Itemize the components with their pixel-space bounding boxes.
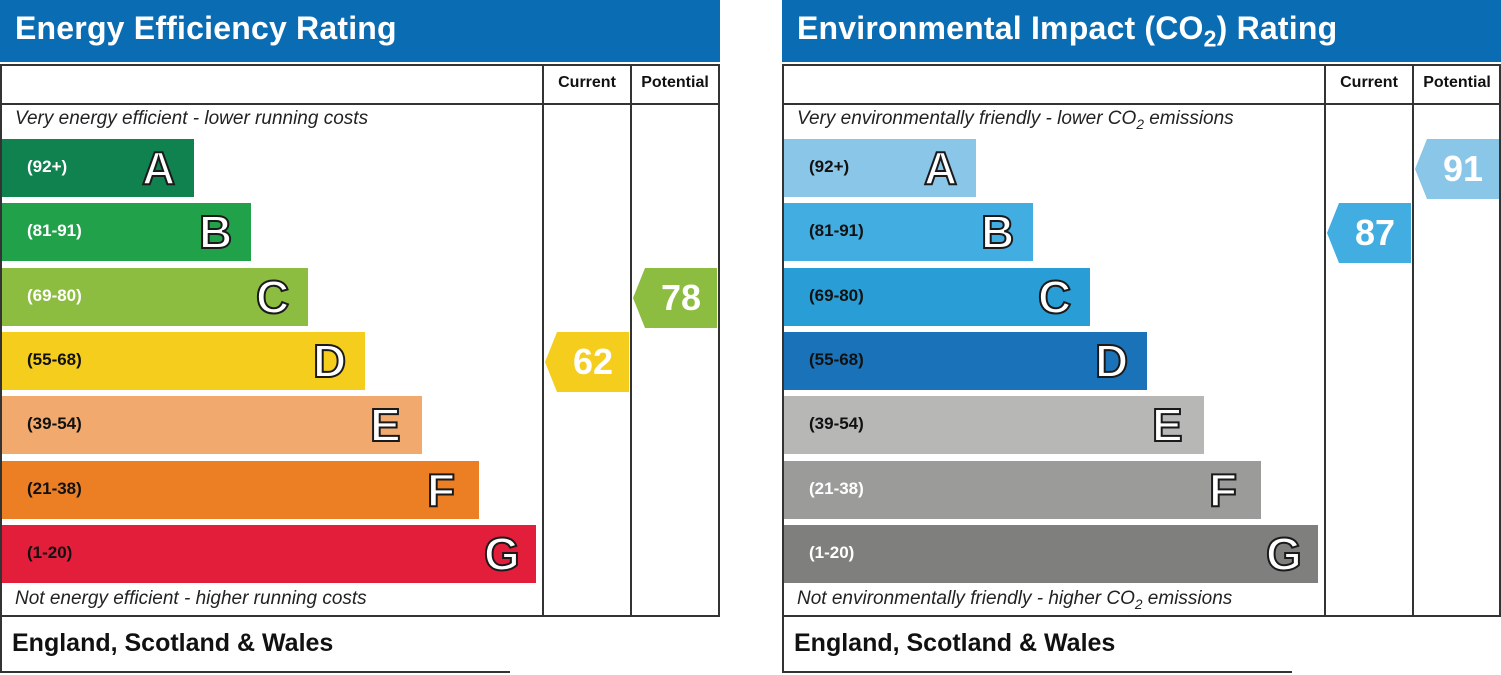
band-b: (81-91) B bbox=[2, 203, 251, 262]
potential-column-header: Potential bbox=[641, 74, 709, 91]
band-c: (69-80) C bbox=[2, 267, 308, 326]
band-range-label: (21-38) bbox=[27, 478, 82, 498]
co2-footer: England, Scotland & Wales bbox=[782, 617, 1292, 673]
potential-column-header: Potential bbox=[1423, 74, 1491, 91]
band-a: (92+) A bbox=[2, 139, 194, 197]
band-letter: F bbox=[1208, 463, 1238, 516]
band-letter: A bbox=[923, 142, 958, 194]
energy-title-bar: Energy Efficiency Rating bbox=[0, 0, 720, 62]
band-range-label: (69-80) bbox=[809, 285, 864, 305]
band-letter: B bbox=[980, 206, 1015, 259]
band-c: (69-80) C bbox=[784, 267, 1090, 326]
energy-rating-table: Current Potential Very energy efficient … bbox=[0, 64, 720, 617]
band-range-label: (92+) bbox=[27, 157, 68, 176]
co2-top-caption: Very environmentally friendly - lower CO… bbox=[797, 108, 1234, 132]
band-range-label: (39-54) bbox=[809, 414, 864, 434]
co2-region: England, Scotland & Wales bbox=[794, 629, 1116, 657]
current-column-header: Current bbox=[1340, 74, 1398, 91]
band-range-label: (39-54) bbox=[27, 414, 82, 434]
band-d: (55-68) D bbox=[784, 331, 1147, 390]
band-range-label: (1-20) bbox=[809, 542, 855, 562]
energy-footer: England, Scotland & Wales bbox=[0, 617, 510, 673]
current-column-divider bbox=[542, 66, 544, 615]
band-letter: G bbox=[1265, 527, 1303, 580]
potential-rating-value: 78 bbox=[660, 276, 702, 318]
co2-rating-table: Current Potential Very environmentally f… bbox=[782, 64, 1501, 617]
band-range-label: (81-91) bbox=[809, 221, 864, 241]
energy-title: Energy Efficiency Rating bbox=[15, 10, 397, 46]
potential-column-divider bbox=[630, 66, 632, 615]
potential-column-divider bbox=[1412, 66, 1414, 615]
energy-bottom-caption: Not energy efficient - higher running co… bbox=[15, 588, 367, 609]
environmental-impact-chart: Environmental Impact (CO2) Rating Curren… bbox=[782, 0, 1501, 675]
band-letter: F bbox=[426, 463, 456, 516]
co2-title-bar: Environmental Impact (CO2) Rating bbox=[782, 0, 1501, 62]
energy-current-pointer: 62 bbox=[545, 331, 629, 392]
band-g: (1-20) G bbox=[784, 524, 1318, 583]
band-letter: D bbox=[312, 334, 347, 387]
band-range-label: (69-80) bbox=[27, 285, 82, 305]
band-letter: D bbox=[1094, 334, 1129, 387]
band-letter: E bbox=[369, 399, 402, 452]
current-rating-value: 62 bbox=[572, 340, 614, 382]
band-letter: B bbox=[198, 206, 233, 259]
band-letter: A bbox=[141, 142, 176, 194]
band-range-label: (21-38) bbox=[809, 478, 864, 498]
energy-potential-pointer: 78 bbox=[633, 267, 717, 328]
band-e: (39-54) E bbox=[784, 396, 1204, 455]
co2-potential-pointer: 91 bbox=[1415, 139, 1499, 199]
band-range-label: (81-91) bbox=[27, 221, 82, 241]
band-e: (39-54) E bbox=[2, 396, 422, 455]
band-letter: E bbox=[1151, 399, 1184, 452]
band-a: (92+) A bbox=[784, 139, 976, 197]
band-d: (55-68) D bbox=[2, 331, 365, 390]
potential-rating-value: 91 bbox=[1442, 148, 1484, 189]
band-b: (81-91) B bbox=[784, 203, 1033, 262]
energy-efficiency-chart: Energy Efficiency Rating Current Potenti… bbox=[0, 0, 720, 675]
band-range-label: (1-20) bbox=[27, 542, 73, 562]
current-column-header: Current bbox=[558, 74, 616, 91]
energy-top-caption: Very energy efficient - lower running co… bbox=[15, 108, 369, 129]
band-f: (21-38) F bbox=[2, 460, 479, 519]
co2-current-pointer: 87 bbox=[1327, 203, 1411, 264]
band-range-label: (55-68) bbox=[27, 349, 82, 369]
current-rating-value: 87 bbox=[1354, 212, 1396, 254]
header-divider bbox=[2, 103, 718, 105]
co2-title: Environmental Impact (CO2) Rating bbox=[797, 10, 1338, 52]
band-letter: C bbox=[255, 270, 290, 323]
band-range-label: (92+) bbox=[809, 157, 850, 176]
co2-bottom-caption: Not environmentally friendly - higher CO… bbox=[797, 588, 1233, 612]
energy-region: England, Scotland & Wales bbox=[12, 629, 334, 657]
band-letter: C bbox=[1037, 270, 1072, 323]
band-range-label: (55-68) bbox=[809, 349, 864, 369]
current-column-divider bbox=[1324, 66, 1326, 615]
band-f: (21-38) F bbox=[784, 460, 1261, 519]
band-letter: G bbox=[483, 527, 521, 580]
header-divider bbox=[784, 103, 1499, 105]
band-g: (1-20) G bbox=[2, 524, 536, 583]
